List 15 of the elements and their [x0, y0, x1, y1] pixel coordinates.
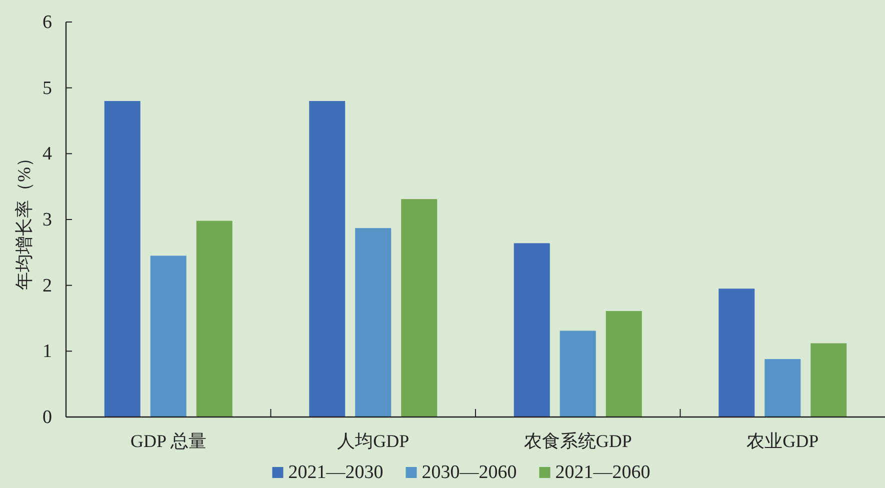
y-tick-label: 2: [42, 275, 52, 296]
y-tick-label: 5: [42, 78, 52, 99]
y-tick-label: 0: [42, 407, 52, 428]
x-tick-label: 人均GDP: [337, 431, 410, 451]
legend-label: 2021—2060: [555, 462, 650, 483]
y-axis-title: 年均增长率（%）: [14, 149, 34, 290]
y-tick-label: 4: [42, 144, 52, 165]
x-tick-label: 农业GDP: [746, 431, 819, 451]
legend-label: 2021—2030: [288, 462, 384, 483]
y-tick-label: 1: [42, 341, 52, 362]
y-tick-label: 6: [42, 12, 52, 33]
x-tick-label: GDP 总量: [130, 431, 206, 451]
y-tick-label: 3: [42, 210, 52, 230]
x-tick-label: 农食系统GDP: [524, 431, 632, 451]
legend-label: 2030—2060: [422, 462, 517, 483]
